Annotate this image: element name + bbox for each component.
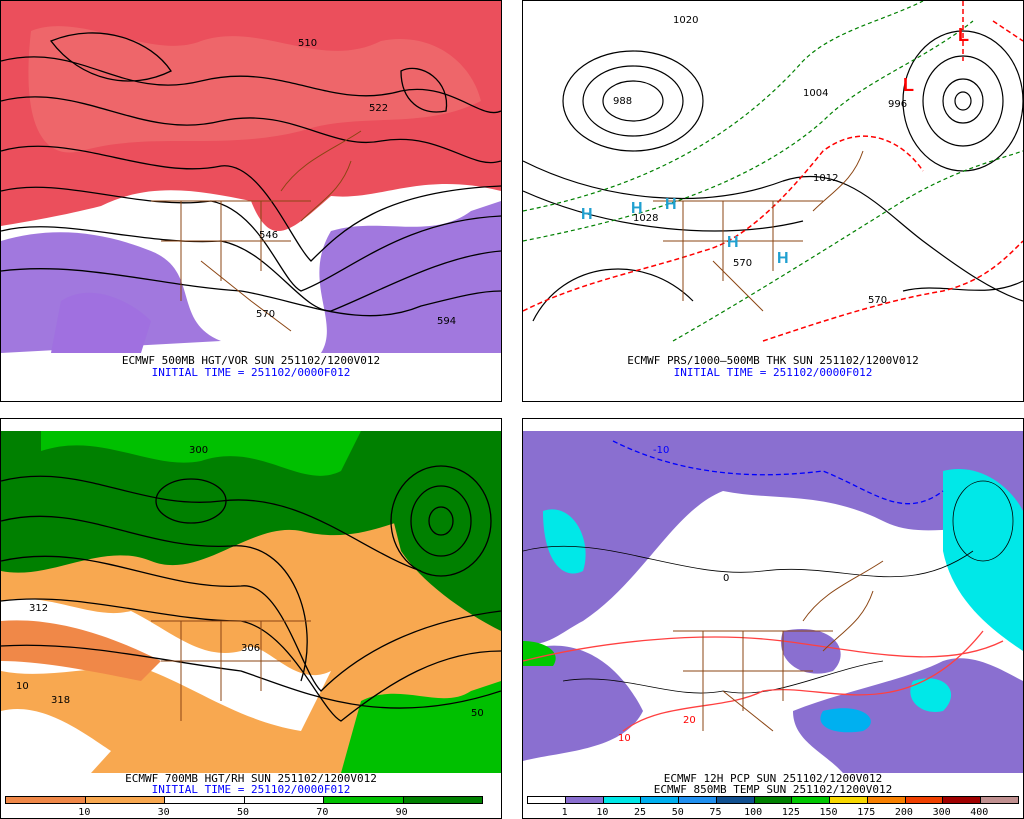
high-marker: H [631, 200, 643, 217]
colorbar-swatch [403, 797, 482, 803]
colorbar-label: 50 [671, 807, 684, 818]
low-marker: L [958, 25, 969, 45]
contour-label: 988 [613, 96, 632, 107]
high-marker: H [777, 250, 789, 267]
panel-caption-2: ECMWF 850MB TEMP SUN 251102/1200V012 [653, 783, 893, 796]
contour-label: 510 [298, 38, 317, 49]
initial-time: INITIAL TIME = 251102/0000F012 [151, 366, 351, 379]
colorbar-swatch [85, 797, 165, 803]
contour-label: 312 [29, 603, 48, 614]
colorbar-swatch [867, 797, 906, 803]
panel-precip-850temp: -10 0 10 20 ECMWF 12H PCP SUN 251102/120… [522, 418, 1024, 819]
high-marker: H [727, 234, 739, 251]
contour-label: 300 [189, 445, 208, 456]
panel-caption: ECMWF 12H PCP SUN 251102/1200V012 [663, 772, 883, 785]
colorbar-label: 75 [709, 807, 722, 818]
colorbar-label: 70 [316, 807, 329, 818]
height-contours [1, 32, 501, 317]
map-precip: -10 0 10 20 [523, 431, 1023, 773]
colorbar-swatch [641, 797, 680, 803]
contour-label: 10 [16, 681, 29, 692]
political-borders [673, 560, 884, 732]
contour-label: 1004 [803, 88, 828, 99]
colorbar-label: 200 [894, 807, 913, 818]
rh-colorbar [5, 796, 483, 804]
colorbar-swatch [679, 797, 717, 803]
colorbar-swatch [603, 797, 642, 803]
panel-caption: ECMWF PRS/1000—500MB THK SUN 251102/1200… [627, 354, 919, 367]
low-marker: L [903, 75, 914, 95]
colorbar-swatch [830, 797, 868, 803]
colorbar-label: 400 [970, 807, 989, 818]
contour-label: 1012 [813, 173, 838, 184]
contour-label: 1020 [673, 15, 698, 26]
colorbar-swatch [943, 797, 982, 803]
colorbar-label: 300 [932, 807, 951, 818]
colorbar-label: 150 [819, 807, 838, 818]
colorbar-swatch [6, 797, 86, 803]
colorbar-label: 10 [596, 807, 609, 818]
colorbar-label: 10 [78, 807, 91, 818]
high-marker: H [581, 206, 593, 223]
contour-label: -10 [653, 445, 669, 456]
colorbar-swatch [792, 797, 831, 803]
precip-colorbar [527, 796, 1019, 804]
colorbar-label: 25 [634, 807, 647, 818]
contour-label: 570 [256, 309, 275, 320]
contour-label: 10 [618, 733, 631, 744]
panel-700mb-hgt-rh: 300 306 312 318 10 50 ECMWF 700MB HGT/RH… [0, 418, 502, 819]
thickness-warm [523, 1, 1023, 342]
initial-time: INITIAL TIME = 251102/0000F012 [673, 366, 873, 379]
colorbar-label: 175 [857, 807, 876, 818]
height-contours [1, 465, 501, 722]
map-700mb: 300 306 312 318 10 50 [1, 431, 501, 773]
high-marker: H [665, 196, 677, 213]
political-borders [151, 130, 362, 332]
colorbar-swatch [165, 797, 245, 803]
colorbar-swatch [981, 797, 1018, 803]
colorbar-label: 1 [561, 807, 568, 818]
political-borders [653, 150, 864, 312]
colorbar-label: 50 [236, 807, 250, 818]
contour-label: 0 [723, 573, 729, 584]
political-borders [151, 620, 311, 721]
contour-label: 50 [471, 708, 484, 719]
colorbar-label: 100 [744, 807, 763, 818]
contour-label: 546 [259, 230, 278, 241]
contour-label: 594 [437, 316, 456, 327]
colorbar-swatch [565, 797, 604, 803]
colorbar-swatch [244, 797, 324, 803]
initial-time: INITIAL TIME = 251102/0000F012 [151, 783, 351, 796]
colorbar-swatch [716, 797, 755, 803]
map-500mb: 510 522 546 570 594 [1, 1, 501, 353]
contour-label: 570 [868, 295, 887, 306]
contour-label: 996 [888, 99, 907, 110]
colorbar-label: 30 [157, 807, 170, 818]
contour-label: 570 [733, 258, 752, 269]
panel-500mb-hgt-vor: 510 522 546 570 594 ECMWF 500MB HGT/VOR … [0, 0, 502, 402]
colorbar-swatch [905, 797, 944, 803]
contour-label: 522 [369, 103, 388, 114]
colorbar-swatch [324, 797, 404, 803]
contour-label: 1028 [633, 213, 658, 224]
contour-label: 306 [241, 643, 260, 654]
colorbar-label: 125 [781, 807, 800, 818]
high-pressure-markers: H H H H H [581, 196, 789, 267]
panel-caption: ECMWF 700MB HGT/RH SUN 251102/1200V012 [125, 772, 377, 785]
colorbar-swatch [528, 797, 566, 803]
contour-label: 20 [683, 715, 696, 726]
map-pressure: H H H H H L L 1020 1012 1004 996 988 102… [523, 1, 1023, 353]
colorbar-swatch [754, 797, 793, 803]
thickness-cold [523, 1, 1023, 342]
vorticity-negative-area [1, 232, 221, 353]
contour-label: 318 [51, 695, 70, 706]
panel-pressure-thickness: H H H H H L L 1020 1012 1004 996 988 102… [522, 0, 1024, 402]
isobars [523, 30, 1023, 322]
panel-caption: ECMWF 500MB HGT/VOR SUN 251102/1200V012 [121, 354, 381, 367]
colorbar-label: 90 [395, 807, 408, 818]
cold-isotherms [612, 440, 944, 505]
